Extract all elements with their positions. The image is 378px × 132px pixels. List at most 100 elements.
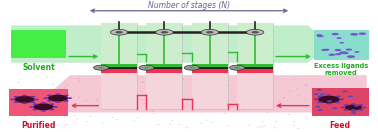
- Circle shape: [136, 117, 139, 118]
- Circle shape: [126, 87, 129, 88]
- Bar: [192, 69, 228, 73]
- Circle shape: [89, 116, 91, 117]
- Bar: [146, 69, 182, 73]
- Circle shape: [124, 83, 127, 84]
- Circle shape: [297, 94, 299, 95]
- Circle shape: [171, 120, 174, 121]
- Bar: [192, 67, 228, 69]
- Circle shape: [258, 99, 260, 100]
- Circle shape: [53, 106, 58, 108]
- Bar: [237, 23, 273, 66]
- Circle shape: [22, 102, 27, 104]
- Circle shape: [77, 97, 80, 98]
- Bar: [101, 23, 137, 66]
- Bar: [146, 23, 182, 66]
- Circle shape: [287, 114, 290, 115]
- Bar: [192, 64, 228, 67]
- Circle shape: [94, 65, 109, 70]
- FancyArrow shape: [49, 75, 367, 112]
- Circle shape: [339, 51, 347, 54]
- Circle shape: [270, 92, 272, 93]
- Text: Solvent: Solvent: [22, 63, 55, 72]
- Circle shape: [79, 80, 81, 81]
- Circle shape: [14, 101, 19, 103]
- Circle shape: [336, 37, 342, 39]
- Circle shape: [112, 117, 114, 118]
- Circle shape: [43, 101, 45, 102]
- Circle shape: [26, 98, 29, 99]
- Circle shape: [318, 96, 323, 97]
- Circle shape: [351, 110, 356, 112]
- Circle shape: [98, 67, 104, 69]
- Bar: [11, 30, 66, 58]
- Circle shape: [58, 91, 60, 92]
- Circle shape: [321, 49, 327, 51]
- Circle shape: [266, 92, 268, 93]
- Circle shape: [305, 85, 307, 86]
- Circle shape: [266, 112, 268, 113]
- Circle shape: [64, 100, 69, 102]
- Circle shape: [152, 100, 155, 101]
- Circle shape: [64, 95, 69, 96]
- Circle shape: [234, 67, 240, 69]
- Bar: [9, 89, 68, 116]
- Bar: [192, 68, 228, 109]
- Circle shape: [344, 52, 349, 54]
- Circle shape: [354, 105, 359, 107]
- Circle shape: [30, 101, 36, 103]
- Circle shape: [139, 65, 154, 70]
- Circle shape: [361, 107, 366, 108]
- Circle shape: [199, 98, 201, 99]
- Circle shape: [96, 99, 99, 100]
- Circle shape: [359, 32, 366, 35]
- Circle shape: [110, 29, 128, 35]
- Bar: [146, 68, 182, 109]
- Circle shape: [64, 87, 66, 88]
- Circle shape: [313, 93, 319, 95]
- Bar: [237, 67, 273, 69]
- Circle shape: [358, 104, 363, 106]
- Circle shape: [270, 91, 272, 92]
- Circle shape: [184, 107, 186, 108]
- Circle shape: [23, 116, 26, 117]
- Circle shape: [335, 53, 341, 55]
- Circle shape: [157, 81, 159, 82]
- Circle shape: [293, 79, 295, 80]
- Circle shape: [262, 121, 264, 122]
- Circle shape: [162, 84, 164, 85]
- Circle shape: [29, 106, 34, 108]
- Circle shape: [344, 104, 349, 106]
- Circle shape: [341, 107, 346, 108]
- Bar: [192, 23, 228, 109]
- Circle shape: [10, 99, 15, 100]
- Circle shape: [318, 96, 339, 103]
- Circle shape: [201, 29, 218, 35]
- Bar: [101, 68, 137, 109]
- Circle shape: [69, 78, 71, 79]
- Circle shape: [247, 88, 249, 89]
- Circle shape: [33, 103, 38, 105]
- Circle shape: [52, 90, 54, 91]
- Bar: [101, 67, 137, 69]
- Circle shape: [47, 95, 52, 96]
- Bar: [314, 30, 369, 60]
- Circle shape: [141, 82, 143, 83]
- Circle shape: [335, 96, 340, 97]
- Circle shape: [144, 67, 149, 69]
- Bar: [237, 64, 273, 67]
- Circle shape: [315, 106, 321, 108]
- Circle shape: [189, 67, 195, 69]
- Circle shape: [30, 96, 36, 98]
- Circle shape: [229, 65, 245, 70]
- Circle shape: [305, 85, 307, 86]
- Circle shape: [344, 109, 349, 111]
- Circle shape: [156, 29, 173, 35]
- Circle shape: [297, 128, 299, 129]
- Circle shape: [22, 94, 24, 95]
- Bar: [101, 64, 137, 67]
- Circle shape: [163, 98, 165, 99]
- Circle shape: [339, 99, 344, 100]
- Circle shape: [211, 122, 213, 123]
- Bar: [237, 68, 273, 109]
- Circle shape: [248, 125, 250, 126]
